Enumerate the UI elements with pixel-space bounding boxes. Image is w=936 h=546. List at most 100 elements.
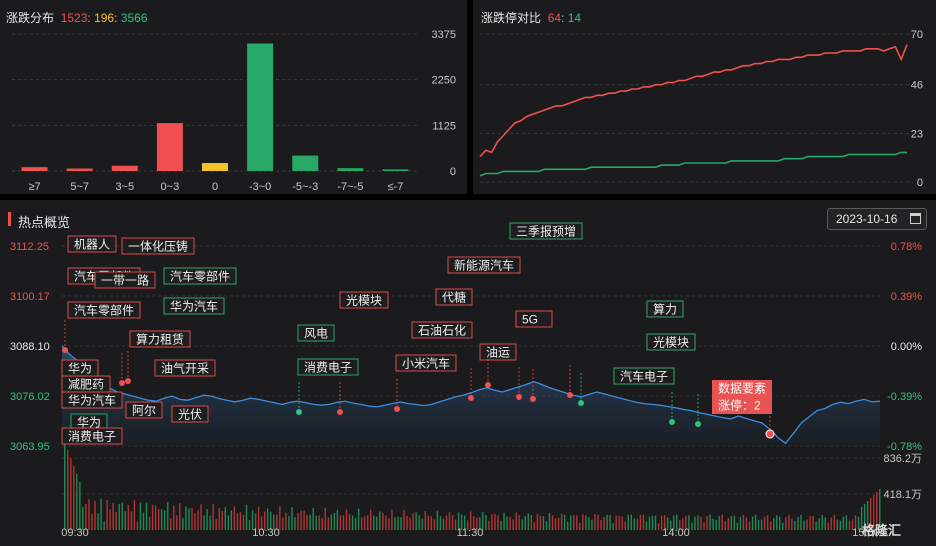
event-tag-label: 消费电子 [68,430,116,444]
volume-bar [418,515,420,530]
event-tag-28: 汽车电子 [613,367,675,385]
volume-bar [239,512,242,530]
volume-bar [127,505,130,530]
volume-bar [533,521,536,530]
volume-bar [706,516,708,530]
event-tag-label: 小米汽车 [402,356,450,371]
event-tag-label: 三季报预增 [516,224,576,239]
volume-bar [415,512,417,530]
volume-bar [494,513,496,530]
event-tag-box [515,310,553,328]
volume-bar [515,512,517,530]
volume-bar [688,515,690,530]
volume-bar [539,515,542,530]
event-tag-4: 一带一路 [94,271,156,289]
date-picker[interactable]: 2023-10-16 [827,208,927,230]
volume-bar [370,509,372,530]
volume-bar [267,508,269,530]
event-tag-label: 代糖 [442,290,466,305]
volume-bar [273,514,275,530]
volume-bar [851,519,854,530]
volume-bar [136,521,139,530]
volume-bar [145,502,148,530]
hot-overview-chart: 3112.25 0.78% 3100.17 0.39% 3088.10 0.00% 3076… [10,222,922,539]
volume-bar [636,518,639,530]
volume-bar [591,519,593,530]
volume-bar [627,514,629,530]
volume-bar [306,515,308,530]
volume-bar [645,521,648,530]
volume-bar [118,504,120,530]
volume-bar [748,521,751,530]
event-tag-7: 算力租赁 [129,330,191,348]
event-tag-box [395,354,457,372]
volume-bar [463,515,466,530]
volume-bar [218,508,220,530]
event-marker-7 [485,382,491,388]
down-count: 3566 [120,11,148,25]
x-tick-label: 15:00 [852,527,880,539]
event-marker-0 [62,347,68,353]
volume-bar [324,507,326,530]
volume-bar [394,517,396,530]
volume-bar [460,514,463,530]
volume-bar [715,519,717,530]
volume-bar [866,501,869,530]
volume-tick-label: 418.1万 [883,489,922,501]
volume-bar [785,517,787,530]
x-tick-label: 09:30 [61,527,89,539]
volume-bar [842,516,845,530]
volume-bar [576,515,578,530]
event-tag-box [163,297,225,315]
event-tag-30: 涨停：2 [712,397,772,414]
volume-bar [570,515,572,530]
bar-2 [111,165,138,171]
x-tick-label: 3~5 [115,181,134,193]
event-tag-box [94,271,156,289]
event-marker-5 [394,406,400,412]
limit-ratio-panel: 涨跌停对比 64: 14 70 46 23 0 [473,0,936,194]
volume-bar [109,509,111,530]
event-tag-label: 新能源汽车 [454,258,514,273]
volume-bar [357,508,360,530]
volume-bar [188,508,190,530]
volume-bar [106,500,108,530]
event-tag-0: 机器人 [67,235,117,253]
event-tag-label: 光模块 [346,294,382,308]
volume-bar [512,519,514,530]
volume-bar [733,515,736,530]
volume-bar [157,509,160,530]
calendar-icon[interactable] [910,213,921,224]
event-marker-12 [669,419,675,425]
distribution-title: 涨跌分布 [6,11,55,25]
volume-bar [433,519,436,530]
volume-bar [621,516,623,530]
volume-bar [454,519,457,530]
volume-bar [554,518,557,530]
volume-bar [457,512,460,530]
volume-bar [215,519,217,530]
volume-bar [879,489,881,530]
event-marker-6 [468,395,474,401]
volume-bar [382,512,384,530]
volume-bar [451,515,454,530]
volume-bar [133,500,136,530]
volume-bar [263,511,266,530]
event-tag-box [613,367,675,385]
volume-bar [442,518,445,530]
volume-bar [115,511,117,530]
volume-bar [769,521,772,530]
volume-bar [154,505,157,530]
volume-bar [491,514,493,530]
volume-bar [200,504,202,530]
volume-bar [579,522,581,530]
volume-bar [315,515,317,530]
volume-bar [294,516,296,530]
left-tick-label: 3100.17 [10,291,50,303]
event-tag-8: 华为 [61,359,99,377]
volume-bar [670,520,672,530]
distribution-header: 涨跌分布 1523: 196: 3566 [6,11,148,25]
volume-bar [94,500,96,530]
volume-bar [445,515,448,530]
volume-bar [839,520,842,530]
